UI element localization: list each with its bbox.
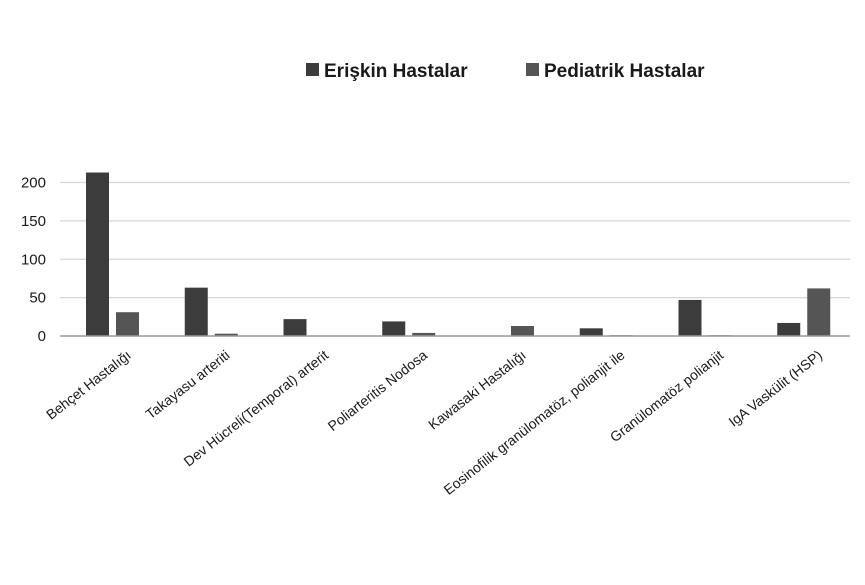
y-tick-label: 100 xyxy=(21,251,46,268)
bars xyxy=(86,172,831,336)
bar-pediatrik xyxy=(116,312,139,336)
x-tick-label: Poliarteritis Nodosa xyxy=(325,347,431,434)
bar-eriskin xyxy=(579,328,603,336)
legend-swatch-eriskin xyxy=(306,63,319,76)
bar-pediatrik xyxy=(511,326,534,336)
x-tick-label: Eosinofilik granülomatöz, polianjit ile xyxy=(441,347,628,498)
bar-pediatrik xyxy=(807,288,831,336)
bar-pediatrik xyxy=(412,332,436,336)
legend-label-eriskin: Erişkin Hastalar xyxy=(324,61,468,82)
y-axis-tick-labels: 0 50 100 150 200 xyxy=(21,175,46,346)
bar-eriskin xyxy=(184,287,208,336)
legend: Erişkin Hastalar Pediatrik Hastalar xyxy=(306,61,705,82)
bar-eriskin xyxy=(86,172,109,336)
bar-eriskin xyxy=(382,321,406,336)
y-tick-label: 150 xyxy=(21,213,46,230)
y-tick-label: 50 xyxy=(29,290,46,307)
x-tick-label: Takayasu arteriti xyxy=(142,347,232,422)
legend-swatch-pediatrik xyxy=(526,63,539,76)
y-tick-label: 0 xyxy=(38,328,46,345)
y-tick-label: 200 xyxy=(21,175,46,192)
bar-eriskin xyxy=(777,322,801,336)
bar-eriskin xyxy=(678,299,702,336)
x-tick-label: Kawasaki Hastalığı xyxy=(425,347,529,433)
legend-label-pediatrik: Pediatrik Hastalar xyxy=(544,61,705,82)
bar-eriskin xyxy=(283,319,307,336)
gridlines xyxy=(60,181,850,299)
bar-pediatrik xyxy=(214,333,238,336)
x-tick-label: IgA Vaskülit (HSP) xyxy=(725,347,825,430)
x-tick-label: Behçet Hastalığı xyxy=(43,347,134,423)
